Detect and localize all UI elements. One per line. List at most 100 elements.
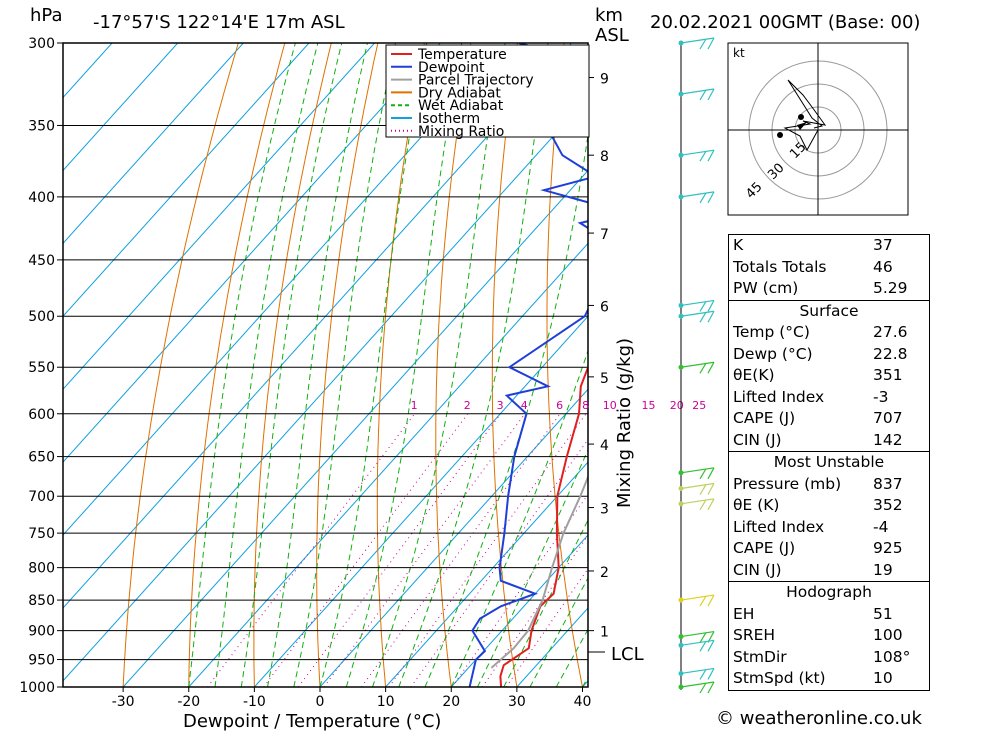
indices-key: PW (cm) [733, 279, 799, 297]
copyright: © weatheronline.co.uk [716, 708, 922, 729]
indices-key: Totals Totals [733, 257, 827, 276]
mixing-ratio-line [505, 567, 588, 687]
indices-row: SREH 100 [729, 625, 929, 647]
isotherm-line [63, 96, 588, 682]
indices-section-title: Hodograph [786, 583, 872, 601]
isotherm-line [188, 242, 588, 687]
dewpoint-profile [451, 43, 588, 687]
indices-row: CAPE (J) 925 [729, 538, 929, 560]
indices-row: CIN (J) 142 [729, 430, 929, 452]
wind-barb-flag [707, 483, 715, 495]
wind-barb-shaft [680, 681, 715, 688]
legend-label: Dewpoint [418, 60, 485, 76]
indices-row: PW (cm) 5.29 [729, 278, 929, 300]
indices-value: 51 [873, 604, 893, 623]
indices-value: 46 [873, 257, 893, 276]
pressure-tick-label: 400 [28, 190, 55, 206]
wind-barb-flag [707, 467, 715, 480]
indices-key: K [733, 236, 744, 254]
isotherm-line [63, 43, 113, 99]
location-title: -17°57'S 122°14'E 17m ASL [93, 12, 345, 33]
indices-section: Surface Temp (°C) 27.6 Dewp (°C) 22.8 θE(K) 35… [729, 299, 929, 452]
dry-adiabat-line [188, 43, 286, 687]
isotherm-line [122, 169, 588, 687]
temperature-axis: -30 -20 -10 0 10 20 30 40 [112, 687, 592, 710]
temperature-tick-label: 0 [316, 694, 325, 710]
pressure-tick-label: 900 [28, 624, 55, 640]
indices-row: Temp (°C) 27.6 [729, 322, 929, 344]
wind-barb-flag [707, 640, 715, 652]
indices-section: Hodograph EH 51 SREH 100 StmDir 108° StmSpd (kt… [729, 581, 929, 690]
plot-frame [62, 42, 589, 688]
pressure-tick-label: 550 [28, 360, 55, 376]
indices-row: Lifted Index -4 [729, 517, 929, 539]
wind-barb-shaft [680, 37, 715, 44]
mixing-ratio-tick-label: 20 [670, 399, 684, 412]
wind-barb-shaft [680, 482, 715, 490]
legend-label: Dry Adiabat [418, 85, 501, 101]
height-tick-label: 1 [600, 625, 609, 641]
height-tick-label: 2 [600, 565, 609, 581]
temperature-profile [499, 364, 588, 687]
indices-value: 351 [873, 366, 903, 384]
wind-barb-flag [707, 361, 715, 374]
sounding-profiles [451, 43, 588, 687]
temperature-tick-label: 10 [377, 694, 395, 710]
indices-key: Pressure (mb) [733, 474, 842, 493]
pressure-tick-label: 500 [28, 309, 55, 325]
wind-barb-flag [707, 191, 715, 204]
pressure-tick-label: 850 [28, 593, 55, 609]
wet-adiabat-line [372, 43, 503, 687]
legend-box [385, 44, 590, 138]
wind-barb-flag [699, 640, 707, 652]
storm-motion-marker [797, 122, 807, 130]
wind-barb-flag [699, 89, 707, 101]
indices-key: CIN (J) [733, 430, 782, 449]
wind-barb-flag [707, 668, 715, 680]
mixing-ratio-tick-label: 1 [411, 399, 418, 412]
pressure-tick-label: 300 [28, 36, 55, 52]
hodograph: kt 15 30 45 [727, 42, 909, 216]
indices-row: Pressure (mb) 837 [729, 474, 929, 496]
isotherm-line [63, 43, 310, 318]
temperature-tick-label: 20 [442, 694, 460, 710]
indices-key: Temp (°C) [733, 323, 810, 341]
isotherm-line [63, 43, 375, 390]
wind-barb-shaft [680, 88, 715, 95]
wind-barb-flag [699, 311, 707, 323]
isotherm-line [254, 315, 588, 687]
mixing-ratio-line [297, 413, 502, 687]
mixing-ratio-line [410, 438, 588, 687]
mixing-ratio-line [388, 413, 587, 687]
pressure-tick-label: 800 [28, 561, 55, 577]
wind-barb-flag [699, 595, 707, 607]
hodograph-point [798, 114, 804, 120]
wind-barb-flag [707, 149, 715, 162]
indices-row: StmSpd (kt) 10 [729, 668, 929, 690]
temperature-tick-label: -10 [243, 694, 266, 710]
height-tick-label: 5 [600, 371, 609, 387]
wet-adiabat-line [424, 132, 588, 687]
indices-key: SREH [733, 626, 776, 644]
indices-value: 100 [873, 626, 903, 644]
pressure-unit-label: hPa [30, 5, 62, 26]
wind-barb-flag [707, 681, 715, 694]
indices-row: EH 51 [729, 604, 929, 626]
mixing-ratio-tick-label: 2 [464, 399, 471, 412]
height-tick-label: 6 [600, 299, 609, 315]
indices-key: Lifted Index [733, 517, 825, 536]
indices-section-title: Most Unstable [773, 453, 885, 471]
mixing-ratio-tick-label: 25 [692, 399, 706, 412]
indices-key: Lifted Index [733, 387, 825, 406]
wind-barb-flag [699, 499, 707, 511]
indices-row: StmDir 108° [729, 647, 929, 669]
wind-barb-shaft [680, 630, 715, 638]
indices-value: 22.8 [873, 344, 908, 363]
mixing-ratio-tick-label: 15 [642, 399, 656, 412]
mixing-ratio-tick-label: 4 [521, 399, 528, 412]
isotherm-line [319, 388, 588, 687]
wind-barb-flag [699, 468, 707, 480]
indices-value: 5.29 [873, 279, 908, 297]
temperature-tick-label: 40 [574, 694, 592, 710]
